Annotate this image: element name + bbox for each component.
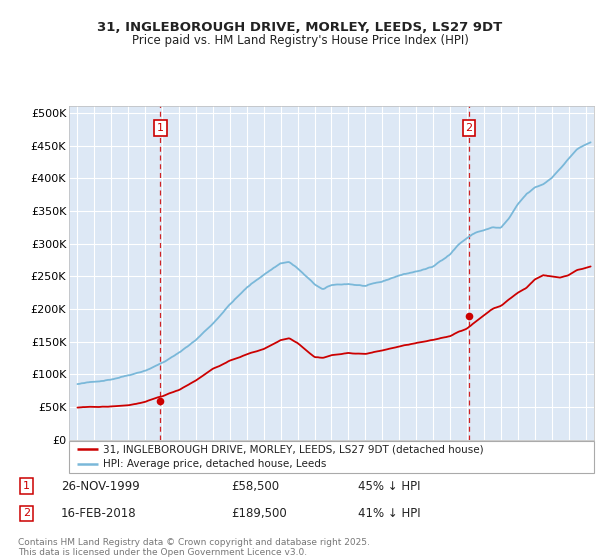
Text: 45% ↓ HPI: 45% ↓ HPI xyxy=(358,480,420,493)
Text: £189,500: £189,500 xyxy=(231,507,287,520)
Text: Price paid vs. HM Land Registry's House Price Index (HPI): Price paid vs. HM Land Registry's House … xyxy=(131,34,469,46)
Text: 41% ↓ HPI: 41% ↓ HPI xyxy=(358,507,420,520)
Text: 1: 1 xyxy=(157,123,164,133)
Text: 16-FEB-2018: 16-FEB-2018 xyxy=(61,507,137,520)
Text: 1: 1 xyxy=(23,481,30,491)
FancyBboxPatch shape xyxy=(69,441,594,473)
Text: £58,500: £58,500 xyxy=(231,480,279,493)
Text: 26-NOV-1999: 26-NOV-1999 xyxy=(61,480,140,493)
Text: Contains HM Land Registry data © Crown copyright and database right 2025.
This d: Contains HM Land Registry data © Crown c… xyxy=(18,538,370,557)
Text: 31, INGLEBOROUGH DRIVE, MORLEY, LEEDS, LS27 9DT (detached house): 31, INGLEBOROUGH DRIVE, MORLEY, LEEDS, L… xyxy=(103,445,484,455)
Text: 2: 2 xyxy=(466,123,473,133)
Text: HPI: Average price, detached house, Leeds: HPI: Average price, detached house, Leed… xyxy=(103,459,326,469)
Text: 31, INGLEBOROUGH DRIVE, MORLEY, LEEDS, LS27 9DT: 31, INGLEBOROUGH DRIVE, MORLEY, LEEDS, L… xyxy=(97,21,503,34)
Text: 2: 2 xyxy=(23,508,30,519)
